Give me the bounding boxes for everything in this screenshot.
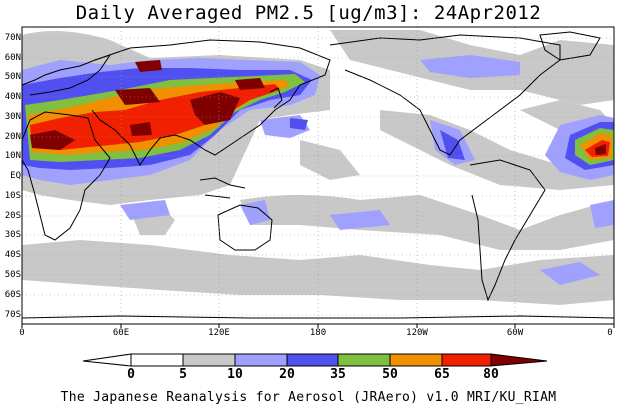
- lat-label: 10N: [4, 151, 21, 161]
- colorbar-cell-5: [337, 353, 391, 367]
- colorbar-label: 80: [483, 367, 499, 382]
- colorbar-cell-3: [234, 353, 288, 367]
- lat-label: 60S: [4, 290, 21, 300]
- south-america-outline: [469, 159, 546, 302]
- lon-label: 120W: [406, 328, 428, 338]
- japan-outline: [269, 87, 283, 109]
- colorbar-label: 20: [279, 367, 295, 382]
- colorbar-cell-8: [490, 353, 548, 367]
- colorbar-label: 5: [179, 367, 187, 382]
- colorbar-cell-4: [286, 353, 339, 367]
- lat-label: 30S: [4, 230, 21, 240]
- colorbar-cell-0: [82, 353, 132, 367]
- colorbar-cell-6: [389, 353, 443, 367]
- lat-label: 20S: [4, 211, 21, 221]
- colorbar-cell-1: [130, 353, 184, 367]
- lat-label: 30N: [4, 112, 21, 122]
- colorbar-label: 10: [227, 367, 243, 382]
- colorbar-label: 50: [382, 367, 398, 382]
- colorbar-cell-7: [441, 353, 492, 367]
- lon-ticks: [21, 324, 615, 328]
- lat-label: 40N: [4, 92, 21, 102]
- colorbar-label: 65: [434, 367, 450, 382]
- colorbar-cell-2: [182, 353, 236, 367]
- lat-label: 10S: [4, 191, 21, 201]
- indonesia-outline: [199, 177, 246, 199]
- lat-label: 60N: [4, 53, 21, 63]
- lat-label: 50N: [4, 72, 21, 82]
- lat-label: EQ: [10, 171, 21, 181]
- colorbar-label: 35: [330, 367, 346, 382]
- coastlines: [21, 31, 615, 319]
- asia-outline: [91, 39, 331, 166]
- graticule: [22, 27, 614, 324]
- lon-label: 0: [607, 328, 613, 338]
- footer-credit: The Japanese Reanalysis for Aerosol (JRA…: [60, 390, 557, 405]
- colorbar: [82, 353, 548, 367]
- colorbar-label: 0: [127, 367, 135, 382]
- pm25-level-over-80: [30, 60, 606, 155]
- africa-outline: [21, 111, 111, 241]
- antarctica-outline: [21, 315, 615, 319]
- lon-label: 0: [19, 328, 25, 338]
- lon-label: 120E: [208, 328, 230, 338]
- lon-label: 180: [309, 328, 327, 338]
- lat-label: 70S: [4, 310, 21, 320]
- lat-label: 40S: [4, 250, 21, 260]
- title: Daily Averaged PM2.5 [ug/m3]: 24Apr2012: [75, 2, 542, 24]
- lat-label: 20N: [4, 132, 21, 142]
- north-america-outline: [329, 34, 561, 156]
- lon-label: 60W: [506, 328, 524, 338]
- lon-label: 60E: [112, 328, 130, 338]
- lat-label: 50S: [4, 270, 21, 280]
- lat-label: 70N: [4, 33, 21, 43]
- australia-outline: [217, 204, 273, 251]
- greenland-outline: [539, 31, 601, 61]
